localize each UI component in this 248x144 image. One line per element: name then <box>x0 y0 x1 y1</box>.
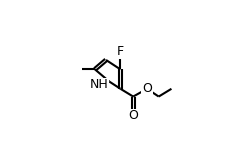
Text: NH: NH <box>90 78 108 91</box>
Text: O: O <box>128 109 138 122</box>
Text: O: O <box>142 82 152 95</box>
Text: F: F <box>117 45 124 58</box>
